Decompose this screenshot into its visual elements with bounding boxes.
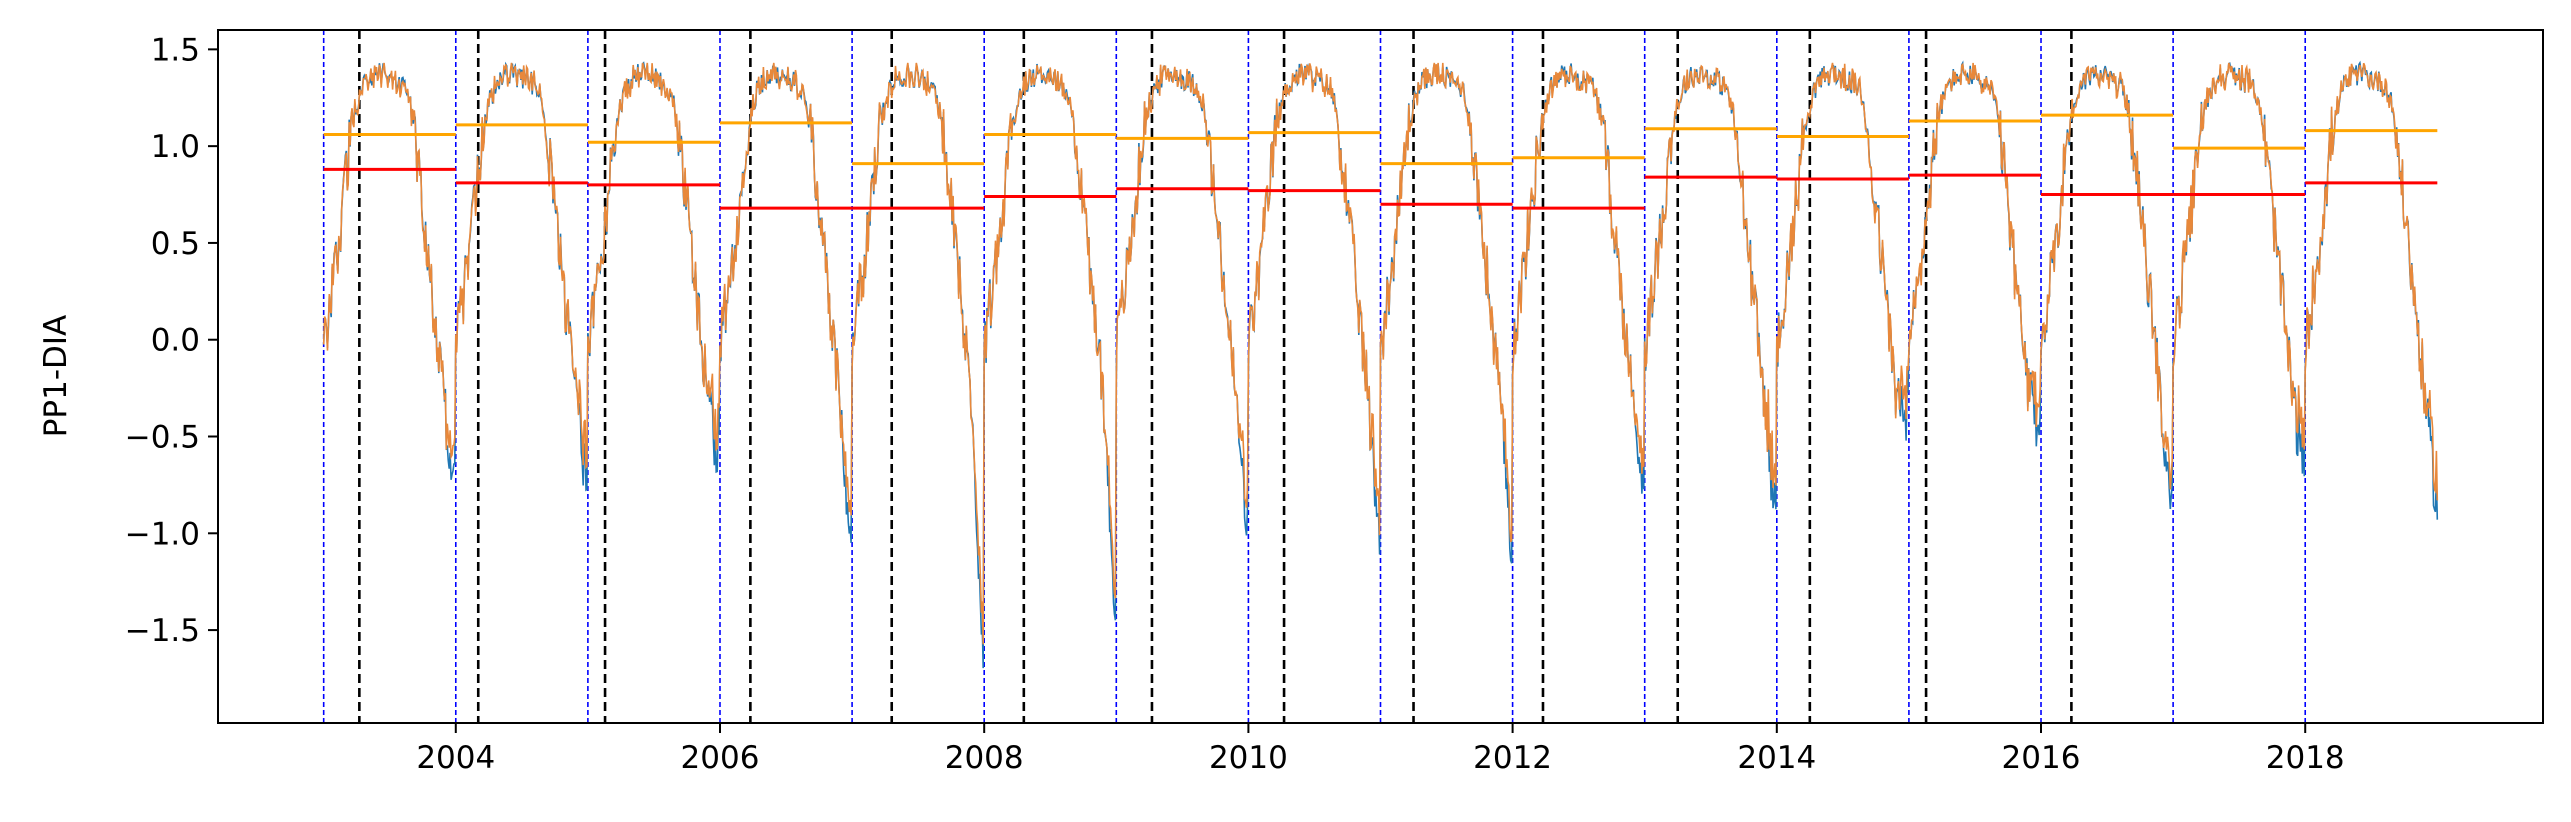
y-tick-label-2: −0.5	[125, 420, 200, 456]
x-tick-label-7: 2018	[2266, 740, 2345, 776]
x-tick-label-6: 2016	[2002, 740, 2081, 776]
series-line-secondary	[322, 62, 2439, 645]
y-tick-label-5: 1.0	[151, 129, 200, 165]
y-tick-label-4: 0.5	[151, 226, 200, 262]
x-tick-label-2: 2008	[945, 740, 1024, 776]
plot-area	[322, 30, 2439, 723]
y-tick-label-0: −1.5	[125, 613, 200, 649]
x-tick-label-3: 2010	[1209, 740, 1288, 776]
x-tick-label-0: 2004	[416, 740, 495, 776]
y-axis-title: PP1-DIA	[38, 315, 74, 438]
x-tick-label-1: 2006	[681, 740, 760, 776]
x-axis: 2004 2006 2008 2010 2012 2014 2016 2018	[416, 723, 2345, 776]
axes-frame	[217, 29, 2544, 724]
x-tick-label-5: 2014	[1737, 740, 1816, 776]
x-tick-label-4: 2012	[1473, 740, 1552, 776]
y-axis: −1.5 −1.0 −0.5 0.0 0.5 1.0 1.5	[125, 32, 218, 649]
y-tick-label-1: −1.0	[125, 516, 200, 552]
y-tick-label-6: 1.5	[151, 32, 200, 68]
y-tick-label-3: 0.0	[151, 323, 200, 359]
